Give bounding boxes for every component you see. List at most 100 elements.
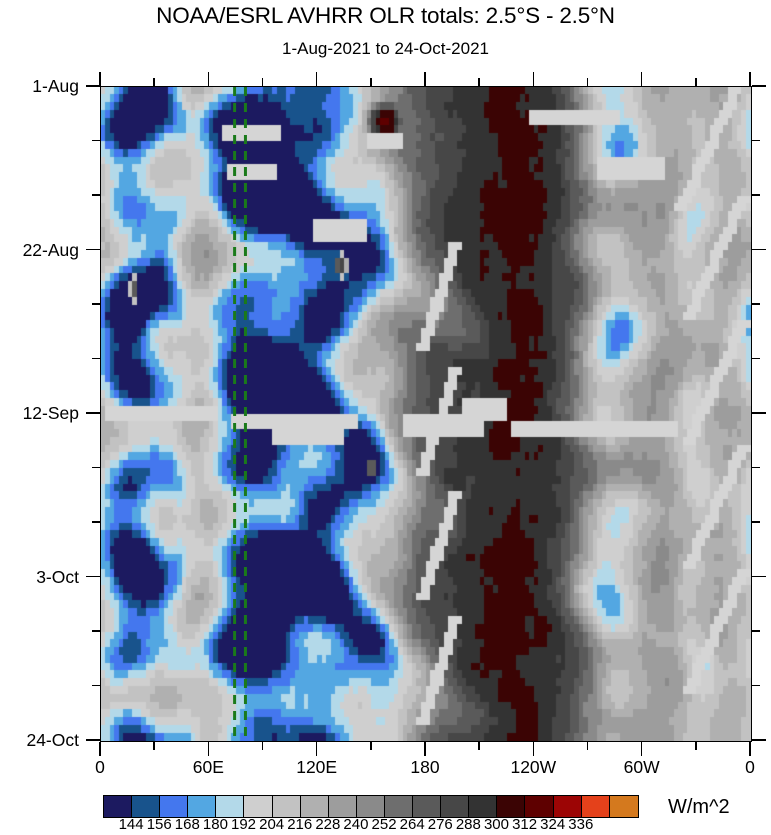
colorbar-swatches bbox=[103, 795, 639, 818]
x-tick-major-1 bbox=[207, 741, 210, 756]
x-tick-label-5: 60W bbox=[623, 757, 660, 777]
x-tick-major-4 bbox=[532, 741, 535, 756]
x-tick-minor-top-150 bbox=[370, 78, 372, 86]
y-tick-major-2 bbox=[86, 412, 100, 414]
x-tick-label-3: 180 bbox=[410, 757, 440, 777]
page-title: NOAA/ESRL AVHRR OLR totals: 2.5°S - 2.5°… bbox=[156, 3, 615, 28]
y-tick-minor-right-77 bbox=[751, 684, 760, 687]
y-tick-major-right-3 bbox=[751, 575, 766, 578]
colorbar-swatch-5 bbox=[244, 796, 273, 817]
colorbar-tick-label-14: 312 bbox=[512, 816, 538, 833]
colorbar-tick-label-11: 276 bbox=[427, 816, 453, 833]
colorbar-swatch-14 bbox=[497, 796, 526, 817]
x-tick-major-3 bbox=[424, 741, 426, 756]
colorbar-tick-label-0: 144 bbox=[118, 816, 144, 833]
colorbar-tick-label-3: 180 bbox=[202, 816, 228, 833]
y-tick-minor-right-7 bbox=[751, 139, 760, 142]
colorbar-swatch-7 bbox=[300, 796, 329, 817]
colorbar-swatch-6 bbox=[272, 796, 301, 817]
x-tick-minor-150 bbox=[370, 741, 372, 750]
y-tick-minor-56 bbox=[92, 521, 100, 523]
y-tick-minor-right-14 bbox=[751, 194, 760, 196]
y-tick-minor-right-56 bbox=[751, 521, 760, 523]
y-tick-minor-77 bbox=[92, 684, 100, 687]
y-tick-minor-7 bbox=[92, 139, 100, 142]
colorbar-tick-label-15: 324 bbox=[540, 816, 566, 833]
x-tick-major-5 bbox=[640, 741, 643, 756]
colorbar-tick-label-9: 252 bbox=[371, 816, 397, 833]
colorbar-swatch-3 bbox=[188, 796, 217, 817]
y-tick-major-4 bbox=[86, 739, 100, 741]
colorbar-tick-label-5: 204 bbox=[259, 816, 285, 833]
x-tick-major-6 bbox=[749, 741, 751, 756]
colorbar-tick-label-13: 300 bbox=[483, 816, 509, 833]
colorbar-units-label: W/m^2 bbox=[668, 796, 730, 818]
x-tick-minor-top-30 bbox=[153, 78, 155, 86]
y-tick-minor-right-35 bbox=[751, 357, 760, 360]
colorbar-tick-label-6: 216 bbox=[287, 816, 313, 833]
x-tick-major-top-2 bbox=[315, 72, 318, 86]
colorbar-tick-label-7: 228 bbox=[315, 816, 341, 833]
y-tick-minor-right-28 bbox=[751, 303, 760, 305]
x-tick-major-top-0 bbox=[99, 72, 101, 86]
colorbar-tick-label-8: 240 bbox=[343, 816, 369, 833]
x-tick-major-top-3 bbox=[424, 72, 426, 86]
x-tick-major-top-5 bbox=[640, 72, 643, 86]
colorbar-swatch-4 bbox=[216, 796, 245, 817]
x-tick-minor-top-330 bbox=[695, 78, 697, 86]
date-range-subtitle: 1-Aug-2021 to 24-Oct-2021 bbox=[282, 39, 489, 58]
y-tick-label-2: 12-Sep bbox=[22, 403, 79, 423]
colorbar-swatch-12 bbox=[441, 796, 470, 817]
y-tick-label-1: 22-Aug bbox=[22, 239, 79, 260]
x-tick-label-0: 0 bbox=[95, 757, 105, 777]
x-tick-label-2: 120E bbox=[296, 757, 338, 777]
x-tick-minor-top-90 bbox=[261, 78, 264, 86]
x-tick-minor-30 bbox=[153, 741, 155, 750]
y-tick-major-right-0 bbox=[751, 85, 766, 87]
x-tick-major-2 bbox=[315, 741, 318, 756]
x-tick-label-1: 60E bbox=[192, 757, 224, 777]
colorbar-tick-label-12: 288 bbox=[455, 816, 481, 833]
colorbar[interactable]: 144 156 168 180 192 204 216 228 240 252 264 276 288 3… bbox=[103, 795, 639, 833]
colorbar-swatch-10 bbox=[384, 796, 414, 817]
x-tick-minor-90 bbox=[261, 741, 264, 750]
x-tick-label-6: 0 bbox=[745, 757, 755, 777]
y-tick-minor-right-70 bbox=[751, 630, 760, 632]
colorbar-swatch-8 bbox=[328, 796, 357, 817]
y-tick-major-0 bbox=[86, 85, 100, 87]
colorbar-swatch-9 bbox=[356, 796, 385, 817]
x-tick-major-top-6 bbox=[749, 72, 751, 86]
colorbar-swatch-18 bbox=[609, 796, 638, 817]
y-tick-minor-14 bbox=[92, 194, 100, 196]
x-tick-major-top-1 bbox=[207, 72, 210, 86]
x-tick-minor-330 bbox=[695, 741, 697, 750]
x-tick-minor-top-270 bbox=[586, 78, 589, 86]
y-tick-minor-49 bbox=[92, 466, 100, 469]
colorbar-swatch-13 bbox=[469, 796, 498, 817]
reference-longitude-lines bbox=[233, 87, 247, 741]
colorbar-tick-label-2: 168 bbox=[174, 816, 200, 833]
y-tick-label-0: 1-Aug bbox=[32, 76, 79, 96]
x-tick-minor-270 bbox=[586, 741, 589, 750]
colorbar-tick-label-4: 192 bbox=[231, 816, 257, 833]
x-tick-minor-210 bbox=[478, 741, 480, 750]
y-tick-major-right-2 bbox=[751, 412, 766, 414]
y-tick-label-3: 3-Oct bbox=[36, 566, 79, 587]
colorbar-tick-label-10: 264 bbox=[399, 816, 425, 833]
y-tick-major-right-4 bbox=[751, 739, 766, 741]
colorbar-swatch-17 bbox=[581, 796, 610, 817]
y-tick-minor-28 bbox=[92, 303, 100, 305]
x-tick-minor-top-210 bbox=[478, 78, 480, 86]
y-tick-label-4: 24-Oct bbox=[26, 730, 79, 750]
hovmoller-plot-area[interactable] bbox=[100, 86, 752, 742]
y-tick-major-right-1 bbox=[751, 248, 766, 251]
x-tick-label-4: 120W bbox=[510, 757, 557, 777]
x-tick-major-0 bbox=[99, 741, 101, 756]
y-tick-minor-right-49 bbox=[751, 466, 760, 469]
y-tick-minor-70 bbox=[92, 630, 100, 632]
colorbar-tick-label-1: 156 bbox=[146, 816, 172, 833]
hovmoller-heatmap-canvas bbox=[101, 87, 751, 741]
colorbar-swatch-2 bbox=[160, 796, 189, 817]
y-tick-major-3 bbox=[86, 575, 100, 578]
